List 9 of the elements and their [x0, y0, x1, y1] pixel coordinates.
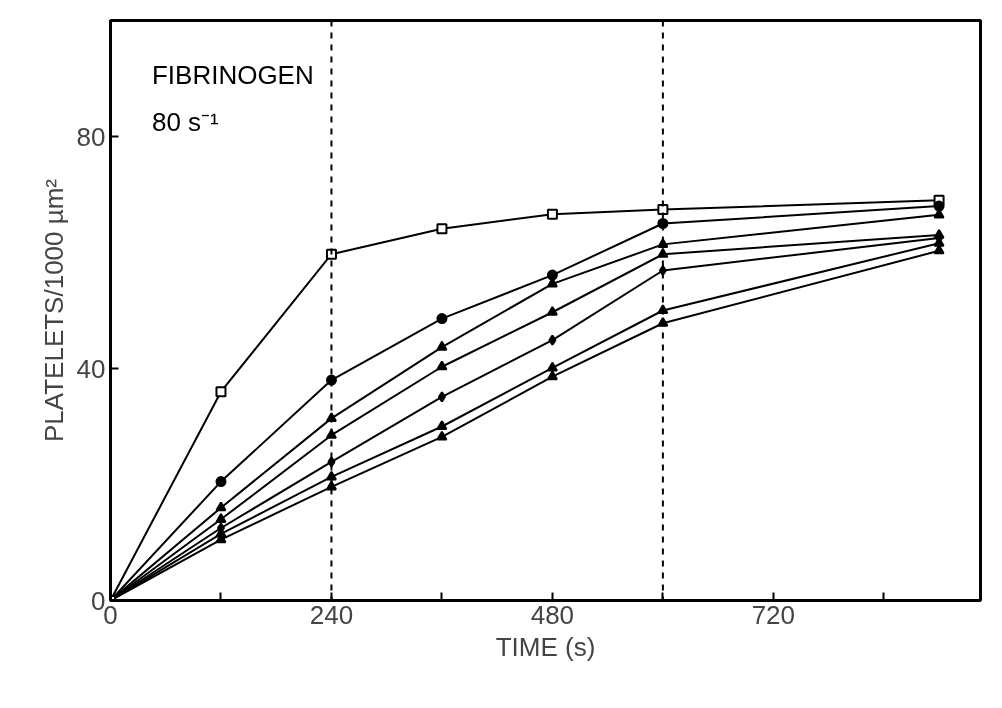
x-tick-label: 240 — [309, 599, 354, 630]
y-tick-label: 40 — [76, 353, 106, 384]
annotation: FIBRINOGEN — [151, 60, 314, 91]
annotation: 80 s⁻¹ — [151, 106, 220, 137]
y-axis-title: PLATELETS/1000 µm² — [38, 178, 69, 443]
x-tick-label: 720 — [751, 599, 796, 630]
y-tick-label: 80 — [76, 121, 106, 152]
x-tick-label: 480 — [530, 599, 575, 630]
x-axis-title: TIME (s) — [495, 631, 596, 662]
